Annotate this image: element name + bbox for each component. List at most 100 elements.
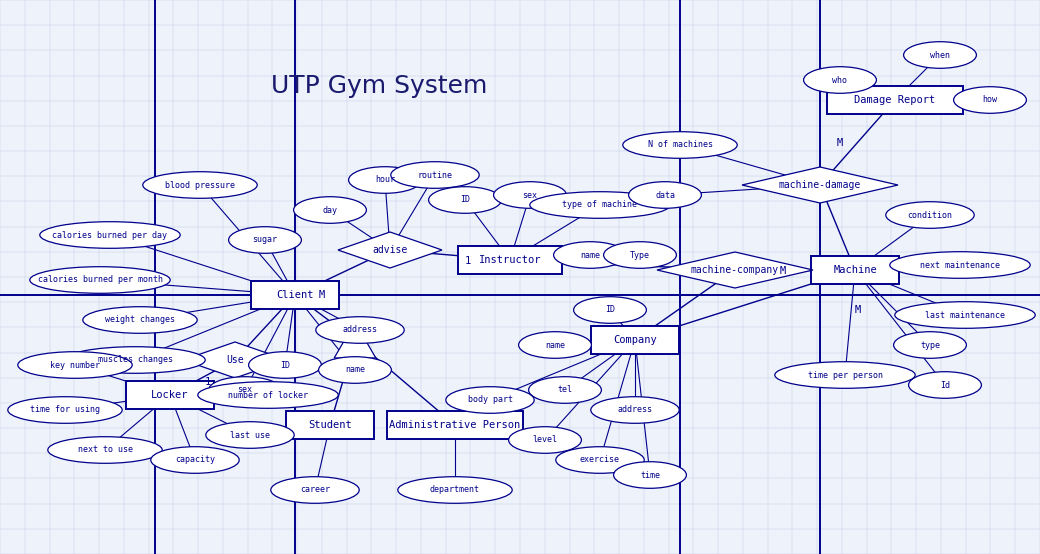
Polygon shape [183, 342, 287, 378]
Polygon shape [334, 322, 375, 358]
Text: career: career [300, 485, 330, 495]
Ellipse shape [446, 387, 535, 413]
Text: Instructor: Instructor [478, 255, 541, 265]
Ellipse shape [509, 427, 581, 453]
Ellipse shape [48, 437, 162, 463]
Ellipse shape [18, 352, 132, 378]
Ellipse shape [954, 87, 1026, 114]
Ellipse shape [904, 42, 977, 68]
Text: how: how [983, 95, 997, 105]
Text: name: name [580, 250, 600, 259]
Ellipse shape [270, 476, 359, 503]
Text: condition: condition [908, 211, 953, 219]
Polygon shape [657, 252, 813, 288]
Text: last use: last use [230, 430, 270, 439]
Ellipse shape [628, 182, 701, 208]
Ellipse shape [909, 372, 982, 398]
Text: type of machine: type of machine [563, 201, 638, 209]
Ellipse shape [614, 461, 686, 488]
Ellipse shape [894, 302, 1035, 329]
Text: Machine: Machine [833, 265, 877, 275]
Polygon shape [742, 167, 898, 203]
Text: Company: Company [614, 335, 657, 345]
Ellipse shape [30, 266, 171, 293]
Text: sex: sex [522, 191, 538, 199]
Ellipse shape [64, 347, 205, 373]
Text: machine-company: machine-company [691, 265, 779, 275]
Ellipse shape [886, 202, 974, 228]
Text: advise: advise [372, 245, 408, 255]
Ellipse shape [7, 397, 123, 423]
Ellipse shape [40, 222, 180, 248]
Text: last maintenance: last maintenance [925, 310, 1005, 320]
Text: UTP Gym System: UTP Gym System [271, 74, 488, 98]
Text: address: address [342, 326, 378, 335]
Ellipse shape [555, 447, 644, 473]
Ellipse shape [83, 307, 198, 334]
Text: data: data [655, 191, 675, 199]
Ellipse shape [529, 192, 670, 218]
Text: Damage Report: Damage Report [855, 95, 936, 105]
Text: machine-damage: machine-damage [779, 180, 861, 190]
Text: Administrative Person: Administrative Person [389, 420, 521, 430]
Ellipse shape [249, 352, 321, 378]
Ellipse shape [316, 317, 405, 343]
Text: when: when [930, 50, 950, 59]
Ellipse shape [553, 242, 626, 268]
Text: muscles changes: muscles changes [98, 356, 173, 365]
Ellipse shape [209, 377, 282, 403]
Text: Student: Student [308, 420, 352, 430]
Text: capacity: capacity [175, 455, 215, 464]
Text: 1: 1 [465, 256, 471, 266]
Ellipse shape [494, 182, 567, 208]
Text: body part: body part [468, 396, 513, 404]
Text: department: department [430, 485, 480, 495]
Text: blood pressure: blood pressure [165, 181, 235, 189]
Text: ID: ID [460, 196, 470, 204]
FancyBboxPatch shape [286, 411, 374, 439]
Ellipse shape [198, 382, 338, 408]
FancyBboxPatch shape [251, 280, 339, 309]
Ellipse shape [318, 357, 391, 383]
Text: time for using: time for using [30, 406, 100, 414]
Text: calories burned per month: calories burned per month [37, 275, 162, 285]
Text: 1: 1 [205, 377, 211, 387]
Text: ID: ID [280, 361, 290, 370]
Ellipse shape [348, 167, 421, 193]
Ellipse shape [519, 332, 592, 358]
Text: tel: tel [557, 386, 572, 394]
Text: hour: hour [375, 176, 395, 184]
Ellipse shape [574, 297, 647, 324]
FancyBboxPatch shape [811, 255, 900, 284]
FancyBboxPatch shape [591, 326, 679, 355]
Ellipse shape [804, 66, 877, 93]
Ellipse shape [428, 187, 501, 213]
Ellipse shape [623, 132, 737, 158]
Text: day: day [322, 206, 338, 214]
Text: routine: routine [417, 171, 452, 179]
Text: weight changes: weight changes [105, 315, 175, 325]
Text: address: address [618, 406, 652, 414]
Ellipse shape [206, 422, 294, 448]
Ellipse shape [890, 252, 1031, 278]
Text: calories burned per day: calories burned per day [52, 230, 167, 239]
Polygon shape [338, 232, 442, 268]
Ellipse shape [397, 476, 513, 503]
Text: M: M [837, 138, 843, 148]
FancyBboxPatch shape [126, 381, 214, 409]
Text: type: type [920, 341, 940, 350]
Text: Client: Client [277, 290, 314, 300]
Text: number of locker: number of locker [228, 391, 308, 399]
Text: Type: Type [630, 250, 650, 259]
Text: N of machines: N of machines [648, 141, 712, 150]
Text: next to use: next to use [78, 445, 132, 454]
Ellipse shape [528, 377, 601, 403]
Text: Use: Use [226, 355, 243, 365]
Text: ID: ID [605, 305, 615, 315]
Text: who: who [832, 75, 848, 85]
Ellipse shape [293, 197, 366, 223]
Text: time: time [640, 470, 660, 480]
Text: time per person: time per person [807, 371, 883, 379]
Text: Locker: Locker [151, 390, 188, 400]
Text: name: name [545, 341, 565, 350]
